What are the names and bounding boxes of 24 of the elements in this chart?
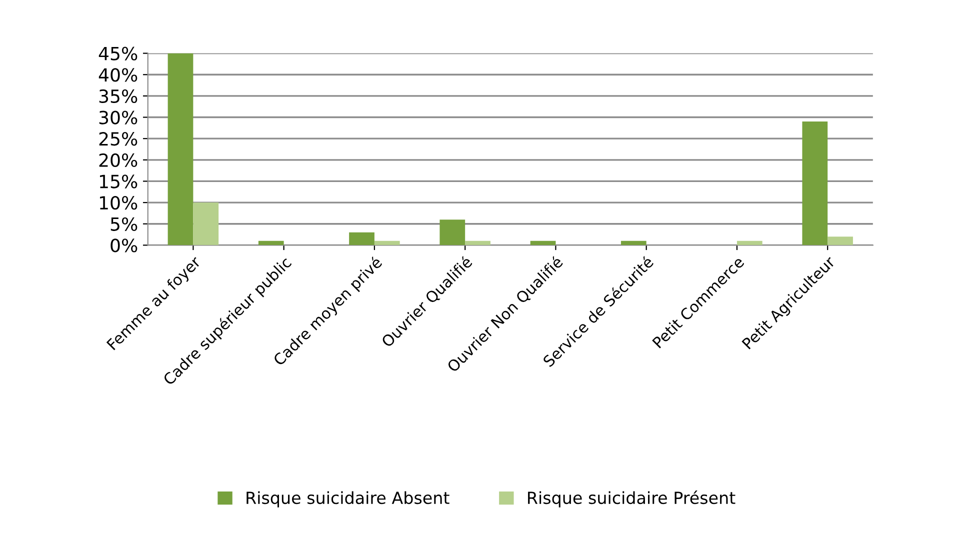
bar [374, 240, 400, 246]
y-tick-label: 25% [99, 132, 138, 146]
y-tick-label: 30% [99, 110, 138, 124]
bar [465, 240, 490, 246]
legend-label: Risque suicidaire Absent [246, 491, 450, 508]
y-tick-label: 15% [100, 174, 138, 188]
bar [349, 232, 374, 246]
bar [440, 220, 466, 246]
bar [193, 202, 219, 246]
y-tick-label: 35% [99, 89, 138, 104]
bar [802, 122, 828, 246]
y-tick-label: 10% [100, 196, 138, 210]
legend-label: Risque suicidaire Présent [528, 490, 736, 508]
y-tick-label: 40% [98, 68, 138, 82]
bar [828, 236, 853, 246]
bar [736, 240, 762, 246]
bar [258, 240, 284, 246]
y-tick-label: 45% [98, 46, 138, 60]
y-tick-label: 5% [110, 217, 138, 231]
bar [620, 240, 646, 246]
bar [168, 53, 194, 246]
y-tick-label: 0% [110, 238, 138, 252]
y-tick-label: 20% [99, 153, 138, 168]
bar [530, 240, 556, 246]
